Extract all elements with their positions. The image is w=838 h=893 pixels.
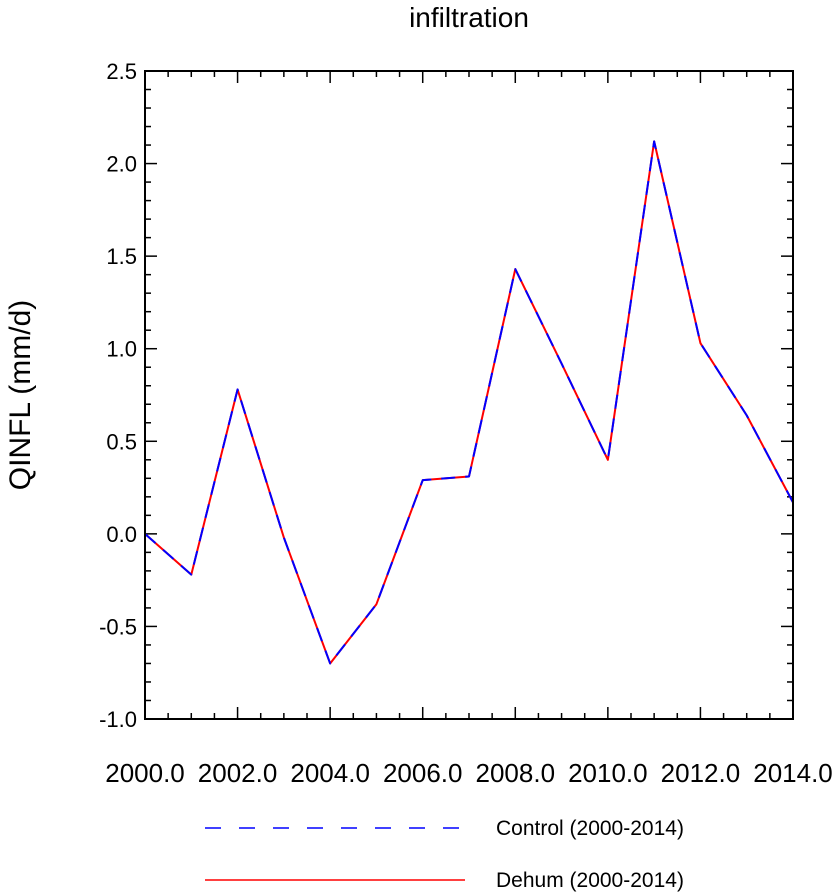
x-tick-label: 2014.0 [753,758,833,788]
plot-frame [144,70,794,720]
x-tick-label: 2010.0 [568,758,648,788]
y-tick-label: 0.5 [106,429,137,454]
y-tick-label: 1.5 [106,244,137,269]
legend-label-0: Control (2000-2014) [496,817,684,840]
y-tick-label: -1.0 [99,707,137,732]
y-tick-label: 2.5 [106,59,137,84]
y-tick-label: 1.0 [106,337,137,362]
y-tick-label: -0.5 [99,614,137,639]
legend: Control (2000-2014) Dehum (2000-2014) [205,817,684,892]
chart-title: infiltration [409,2,529,33]
plot-area: -1.0 -0.5 0.0 0.5 1.0 1.5 2.0 2.5 2000.0 2002.0 20… [99,59,833,788]
x-tick-label: 2000.0 [105,758,185,788]
y-tick-label: 2.0 [106,152,137,177]
x-tick-label: 2002.0 [198,758,278,788]
x-tick-label: 2008.0 [476,758,556,788]
series-line-0 [144,140,794,665]
legend-label-1: Dehum (2000-2014) [496,869,684,892]
y-tick-label: 0.0 [106,522,137,547]
y-axis-label: QINFL (mm/d) [4,300,37,491]
x-tick-label: 2006.0 [383,758,463,788]
x-tick-label: 2004.0 [290,758,370,788]
x-tick-label: 2012.0 [661,758,741,788]
